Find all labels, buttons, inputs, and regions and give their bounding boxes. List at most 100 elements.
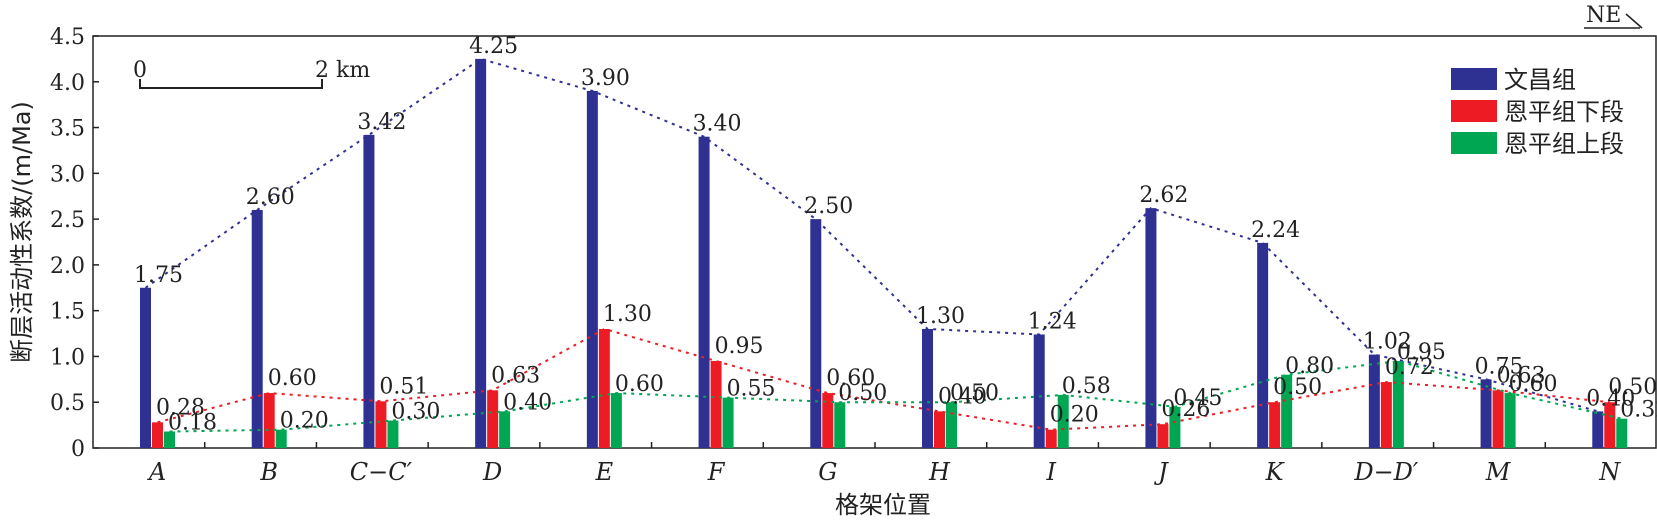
data-label-1-12: 0.63 [1497, 363, 1546, 388]
x-tick-label: B [259, 458, 278, 486]
data-label-1-3: 0.63 [491, 363, 540, 388]
bar-1-10 [1269, 402, 1281, 448]
bar-2-7 [946, 402, 957, 448]
bar-0-2 [363, 134, 375, 448]
scale-bar-start: 0 [133, 58, 147, 83]
scale-bar-end: 2 km [315, 58, 370, 83]
data-label-2-2: 0.30 [391, 400, 440, 425]
x-tick-label: I [1045, 458, 1056, 486]
y-tick-label: 1.5 [50, 300, 85, 325]
data-label-0-4: 3.90 [581, 66, 630, 91]
data-label-2-8: 0.58 [1062, 374, 1111, 399]
bar-0-13 [1592, 411, 1604, 448]
data-label-1-4: 1.30 [603, 302, 652, 327]
bar-2-11 [1392, 361, 1404, 448]
legend-swatch-2 [1451, 132, 1497, 154]
y-tick-label: 3.5 [50, 117, 85, 142]
bar-1-13 [1604, 402, 1616, 448]
bar-1-9 [1157, 424, 1169, 448]
data-label-0-0: 1.75 [134, 263, 183, 288]
bar-0-3 [475, 58, 487, 449]
y-tick-label: 4.0 [50, 71, 85, 96]
y-axis-title: 断层活动性系数/(m/Ma) [8, 101, 36, 363]
data-label-2-7: 0.50 [950, 381, 999, 406]
data-label-2-3: 0.40 [503, 390, 552, 415]
x-tick-label: A [147, 458, 166, 486]
x-tick-label: G [818, 458, 837, 486]
data-label-2-10: 0.80 [1285, 354, 1334, 379]
data-label-0-5: 3.40 [693, 112, 742, 137]
x-tick-label: K [1265, 458, 1286, 486]
bar-2-5 [722, 397, 734, 448]
orientation-arrow [1625, 13, 1643, 29]
y-tick-label: 1.0 [50, 345, 85, 370]
data-label-1-7: 0.40 [938, 384, 987, 409]
trend-line-2 [169, 360, 1623, 433]
bar-1-5 [710, 361, 722, 448]
x-tick-label: N [1598, 458, 1621, 486]
data-label-2-12: 0.60 [1509, 372, 1558, 397]
data-label-0-2: 3.42 [357, 110, 406, 135]
x-tick-label: D [482, 458, 502, 486]
data-label-2-11: 0.95 [1397, 340, 1446, 365]
scale-bar: 0 2 km [133, 58, 370, 89]
orientation-marker: NE [1584, 3, 1643, 29]
bar-2-13 [1616, 418, 1628, 448]
y-tick-label: 3.0 [50, 162, 85, 187]
bar-2-12 [1504, 393, 1516, 448]
bar-2-3 [499, 411, 511, 448]
data-label-1-1: 0.60 [268, 366, 317, 391]
y-tick-label: 4.5 [50, 25, 85, 50]
bar-1-1 [263, 393, 275, 448]
x-tick-label: M [1485, 458, 1512, 486]
bar-2-4 [610, 393, 622, 448]
data-label-2-5: 0.55 [727, 377, 776, 402]
x-tick-label: F [707, 458, 726, 486]
legend-swatch-1 [1451, 100, 1497, 122]
y-tick-label: 0.5 [50, 391, 85, 416]
bar-0-9 [1145, 208, 1157, 448]
bar-1-8 [1045, 429, 1057, 448]
data-label-0-1: 2.60 [246, 185, 295, 210]
bar-1-0 [152, 422, 163, 448]
bar-0-8 [1033, 334, 1045, 448]
data-label-2-1: 0.20 [280, 409, 329, 434]
bar-0-5 [698, 136, 710, 448]
bar-1-12 [1492, 390, 1504, 448]
bar-1-7 [934, 411, 945, 448]
x-tick-label: J [1153, 458, 1169, 486]
bar-0-6 [810, 219, 822, 448]
data-label-1-0: 0.28 [156, 395, 205, 420]
data-label-0-6: 2.50 [804, 194, 853, 219]
x-tick-label: D−D′ [1353, 458, 1419, 486]
legend-label-2: 恩平组上段 [1504, 130, 1624, 158]
data-label-2-9: 0.45 [1173, 386, 1222, 411]
bar-0-7 [922, 328, 933, 448]
data-label-0-3: 4.25 [469, 34, 518, 59]
bar-2-2 [387, 420, 399, 448]
data-label-0-8: 1.24 [1028, 309, 1077, 334]
x-tick-label: H [928, 458, 951, 486]
bar-0-1 [251, 209, 263, 448]
x-axis: A B C−C′ D E F G H I J K D−D′ M N [147, 442, 1621, 486]
trend-lines [144, 57, 1623, 433]
data-label-1-9: 0.26 [1161, 397, 1210, 422]
y-axis: 0 0.5 1.0 1.5 2.0 2.5 3.0 3.5 4.0 4.5 [50, 25, 99, 462]
data-label-2-13: 0.32 [1620, 398, 1657, 423]
data-label-2-0: 0.18 [168, 411, 217, 436]
bar-0-10 [1257, 242, 1269, 448]
data-label-1-2: 0.51 [379, 374, 428, 399]
bar-2-9 [1169, 406, 1181, 448]
data-label-0-12: 0.75 [1475, 354, 1524, 379]
bar-1-6 [822, 393, 834, 448]
data-label-1-5: 0.95 [715, 334, 764, 359]
bar-1-4 [598, 328, 610, 448]
bar-2-0 [164, 431, 175, 448]
data-label-1-6: 0.60 [826, 366, 875, 391]
data-labels: 1.75 2.60 3.42 4.25 3.90 3.40 2.50 1.30 1.24 2.62… [134, 34, 1657, 436]
y-tick-label: 2.0 [50, 254, 85, 279]
bar-0-0 [140, 287, 151, 448]
x-axis-title: 格架位置 [835, 491, 931, 519]
